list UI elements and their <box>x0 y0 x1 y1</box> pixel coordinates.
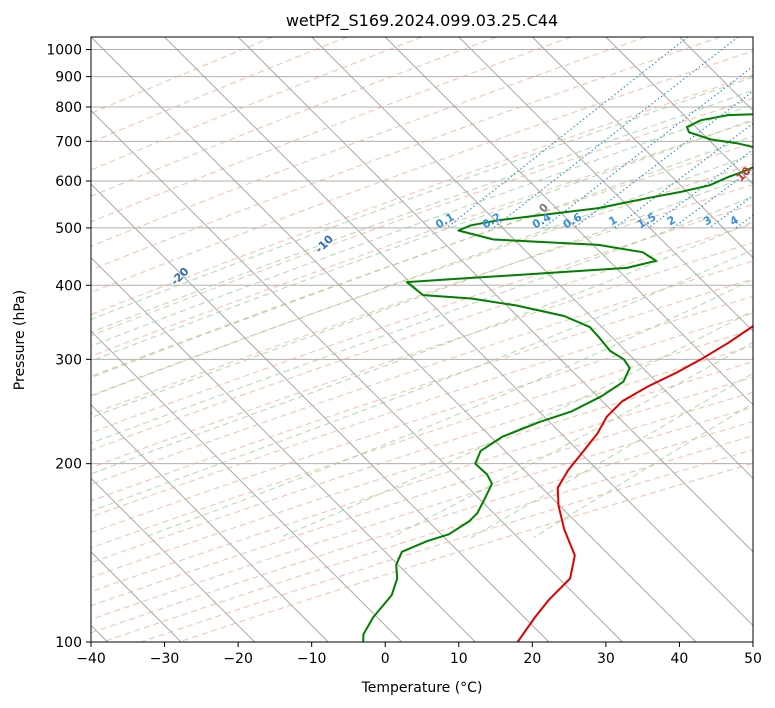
dry-adiabat-140 <box>91 376 753 593</box>
isotherm--100 <box>91 477 256 642</box>
mixing-ratio-label: 6 <box>766 213 775 228</box>
mixing-ratio-line-0.6 <box>573 90 753 229</box>
moist-adiabat-25 <box>91 249 753 512</box>
x-tick-label: −10 <box>297 651 327 667</box>
dry-adiabat-30 <box>91 184 753 415</box>
moist-adiabat-0 <box>91 135 753 379</box>
y-tick-label: 400 <box>55 278 82 294</box>
dry-adiabat--50 <box>91 37 646 247</box>
x-tick-label: 40 <box>671 651 689 667</box>
dry-adiabat-label: -30 <box>27 298 50 321</box>
y-tick-label: 100 <box>55 635 82 651</box>
mixing-ratio-label: 2 <box>665 213 678 228</box>
dry-adiabat-40 <box>91 203 753 434</box>
isotherm--80 <box>91 330 403 642</box>
moist-adiabat-10 <box>91 173 753 419</box>
y-axis-label: Pressure (hPa) <box>12 290 28 390</box>
x-tick-label: 0 <box>381 651 390 667</box>
chart-title: wetPf2_S169.2024.099.03.25.C44 <box>286 11 558 31</box>
dry-adiabat-20 <box>91 163 753 397</box>
y-tick-label: 200 <box>55 457 82 473</box>
dry-adiabat-label: -10 <box>313 232 336 255</box>
x-tick-label: −20 <box>223 651 253 667</box>
dry-adiabat-70 <box>91 260 753 486</box>
x-tick-label: −40 <box>76 651 106 667</box>
x-tick-label: 30 <box>597 651 615 667</box>
dry-adiabat-130 <box>91 361 753 578</box>
moist-adiabat--15 <box>91 89 753 333</box>
dry-adiabat-60 <box>91 242 753 469</box>
y-tick-label: 600 <box>55 174 82 190</box>
dry-adiabat-label: -20 <box>168 265 191 288</box>
x-axis-label: Temperature (°C) <box>361 680 483 696</box>
mixing-ratio-line-4 <box>735 214 753 229</box>
isotherm-40 <box>679 37 753 112</box>
mixing-ratio-line-2 <box>672 167 753 229</box>
mixing-ratio-label: 1 <box>606 213 619 228</box>
x-tick-label: 50 <box>744 651 762 667</box>
dry-adiabat-50 <box>91 223 753 451</box>
y-tick-label: 1000 <box>46 43 82 59</box>
isotherm--90 <box>91 404 329 642</box>
isotherm--70 <box>91 256 476 642</box>
dry-adiabat--80 <box>91 37 422 171</box>
plot-area <box>91 37 753 642</box>
y-axis: 100 200 300 400 500 600 700 800 900 1000 <box>46 43 91 651</box>
x-tick-label: 10 <box>450 651 468 667</box>
dry-adiabat-200 <box>178 462 753 642</box>
moist-adiabat-15 <box>91 196 753 444</box>
dry-adiabat--90 <box>91 37 348 143</box>
temperature-profile-line <box>516 324 753 642</box>
dry-adiabat--20 <box>91 74 753 316</box>
y-tick-label: 700 <box>55 134 82 150</box>
dry-adiabat-150 <box>91 391 753 607</box>
y-tick-label: 800 <box>55 100 82 116</box>
x-tick-label: −30 <box>150 651 180 667</box>
isotherm--60 <box>91 183 550 642</box>
dry-adiabat-120 <box>91 345 753 564</box>
dry-adiabat--70 <box>91 37 497 197</box>
dry-adiabat--60 <box>91 37 572 223</box>
dry-adiabat-100 <box>91 312 753 534</box>
x-tick-label: 20 <box>523 651 541 667</box>
dry-adiabat--30 <box>91 50 753 294</box>
moist-adiabat-20 <box>91 221 753 475</box>
plot-frame <box>90 36 754 643</box>
isotherm-20 <box>531 37 753 259</box>
mixing-ratio-line-0.2 <box>493 37 739 229</box>
mixing-ratio-label: 4 <box>728 213 741 228</box>
isotherm-10 <box>458 37 753 332</box>
dewpoint-profile-line <box>362 113 753 642</box>
dry-adiabat-110 <box>91 329 753 549</box>
y-tick-label: 900 <box>55 70 82 86</box>
dry-adiabat-180 <box>102 435 753 642</box>
moist-adiabat--20 <box>91 76 753 321</box>
dry-adiabat--100 <box>91 37 273 115</box>
mixing-ratio-line-0.4 <box>543 65 753 229</box>
dry-adiabat-80 <box>91 278 753 502</box>
x-axis: −40 −30 −20 −10 0 10 20 30 40 50 <box>76 642 762 667</box>
dry-adiabat--10 <box>91 97 753 337</box>
isotherm--20 <box>237 37 753 553</box>
dry-adiabat-0 <box>91 120 753 357</box>
isotherm--10 <box>311 37 753 480</box>
moist-adiabat--10 <box>91 104 753 347</box>
isotherm-50 <box>752 37 753 38</box>
moist-adiabat-35 <box>279 310 753 539</box>
dry-adiabat-90 <box>91 295 753 518</box>
isotherm-30 <box>605 37 753 185</box>
isotherm--30 <box>164 37 753 627</box>
moist-adiabat-30 <box>143 278 753 539</box>
mixing-ratio-line-0.1 <box>446 37 689 229</box>
y-tick-label: 500 <box>55 221 82 237</box>
isotherm-0 <box>384 37 753 406</box>
dry-adiabat-160 <box>91 406 753 620</box>
isotherm--50 <box>91 109 623 642</box>
isotherm--40 <box>91 37 697 642</box>
moist-adiabat--5 <box>91 119 753 362</box>
y-tick-label: 300 <box>55 352 82 368</box>
dry-adiabat-10 <box>91 142 753 377</box>
moist-adiabat-5 <box>91 153 753 397</box>
